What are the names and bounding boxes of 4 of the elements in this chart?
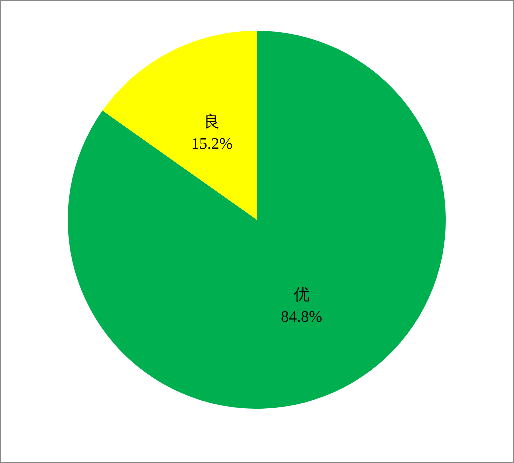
slice-label: 优 (294, 287, 310, 304)
data-label: 84.8% (281, 309, 322, 326)
data-label: 15.2% (192, 136, 233, 153)
slice-label: 良 (204, 112, 220, 131)
